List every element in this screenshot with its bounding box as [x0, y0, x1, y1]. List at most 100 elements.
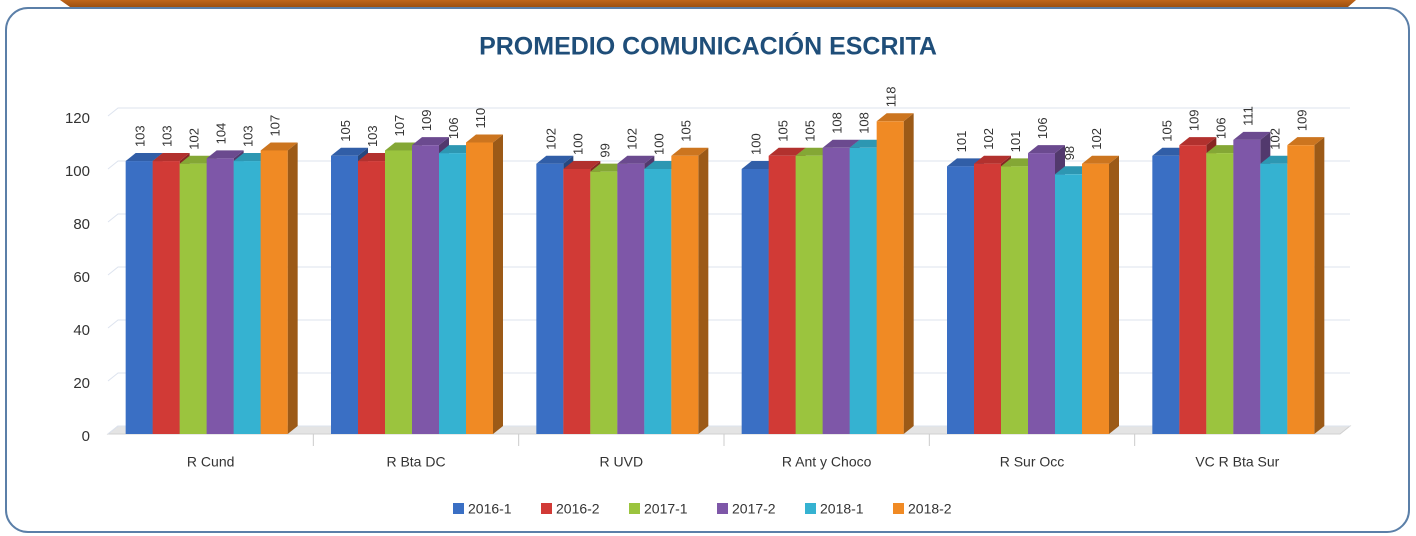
- legend-swatch: [453, 503, 464, 514]
- bar-top: [466, 134, 503, 143]
- bar: [617, 163, 645, 434]
- data-label: 102: [543, 128, 558, 150]
- data-label: 109: [1294, 109, 1309, 131]
- y-tick-label: 40: [73, 322, 90, 339]
- bar-top: [1233, 131, 1271, 140]
- bar: [1028, 153, 1055, 434]
- bar-top: [125, 153, 163, 162]
- x-tick-label: R UVD: [600, 454, 644, 470]
- bar: [1233, 139, 1261, 434]
- bar: [331, 155, 358, 434]
- bar: [385, 150, 412, 434]
- data-label: 105: [678, 120, 693, 142]
- x-tick-label: VC R Bta Sur: [1195, 454, 1279, 470]
- bar-side: [903, 113, 914, 435]
- data-label: 100: [749, 133, 764, 155]
- bar-top: [974, 155, 1011, 164]
- grid-line: [107, 319, 1350, 329]
- x-tick-label: R Ant y Choco: [782, 454, 872, 470]
- grid-line: [107, 213, 1350, 223]
- legend-label: 2018-1: [820, 501, 864, 517]
- data-label: 107: [392, 115, 407, 137]
- data-label: 107: [268, 115, 283, 137]
- data-label: 106: [446, 117, 461, 139]
- bar: [768, 155, 796, 434]
- data-label: 102: [981, 128, 996, 150]
- bar-top: [768, 147, 806, 156]
- bar-side: [1109, 155, 1119, 434]
- bar: [590, 171, 618, 434]
- data-label: 101: [1008, 131, 1023, 153]
- bar: [974, 163, 1001, 434]
- bar-top: [412, 137, 449, 146]
- data-label: 105: [776, 120, 791, 142]
- data-label: 109: [419, 109, 434, 131]
- grid-line: [107, 425, 1350, 435]
- x-tick-label: R Bta DC: [386, 454, 445, 470]
- bar: [947, 166, 974, 434]
- bar-top: [617, 155, 655, 164]
- y-tick-label: 60: [73, 269, 90, 286]
- bar-side: [1314, 137, 1325, 434]
- data-label: 106: [1213, 117, 1228, 139]
- data-label: 105: [803, 120, 818, 142]
- data-label: 103: [365, 125, 380, 147]
- bar-top: [536, 155, 574, 164]
- bar-side: [698, 147, 709, 434]
- y-tick-label: 80: [73, 216, 90, 233]
- bar: [260, 150, 288, 434]
- bar: [849, 147, 877, 435]
- bar-side: [493, 134, 503, 434]
- data-label: 102: [187, 128, 202, 150]
- bar: [644, 169, 672, 434]
- bar: [179, 163, 207, 434]
- bar: [233, 161, 261, 435]
- legend-swatch: [805, 503, 816, 514]
- bar: [1179, 145, 1207, 434]
- bar: [439, 153, 466, 434]
- y-tick-label: 120: [65, 110, 90, 127]
- data-label: 105: [338, 120, 353, 142]
- bar: [152, 161, 180, 435]
- legend-label: 2016-1: [468, 501, 512, 517]
- bar-top: [331, 147, 368, 156]
- legend-swatch: [893, 503, 904, 514]
- data-label: 100: [651, 133, 666, 155]
- x-tick-label: R Cund: [187, 454, 234, 470]
- data-label: 118: [884, 87, 899, 108]
- legend-label: 2018-2: [908, 501, 952, 517]
- data-label: 110: [473, 108, 488, 129]
- x-tick-label: R Sur Occ: [1000, 454, 1065, 470]
- bar: [1152, 155, 1180, 434]
- data-label: 102: [1089, 128, 1104, 150]
- bar-top: [1028, 145, 1065, 154]
- bar: [563, 169, 591, 434]
- bar: [671, 155, 699, 434]
- bar: [1055, 174, 1082, 435]
- grid-line: [107, 107, 1350, 117]
- bar-top: [671, 147, 709, 156]
- data-label: 104: [214, 123, 229, 145]
- bar: [412, 145, 439, 434]
- bar: [1082, 163, 1109, 434]
- legend-label: 2016-2: [556, 501, 600, 517]
- bar: [795, 155, 823, 434]
- bar: [125, 161, 153, 435]
- bar: [1260, 163, 1288, 434]
- legend-label: 2017-1: [644, 501, 688, 517]
- data-label: 103: [133, 125, 148, 147]
- y-tick-label: 0: [82, 428, 90, 445]
- bar-top: [206, 150, 244, 159]
- data-label: 102: [1267, 128, 1282, 150]
- data-label: 111: [1240, 106, 1255, 126]
- grid-line: [107, 160, 1350, 170]
- bar: [741, 169, 769, 434]
- bar-top: [822, 139, 860, 148]
- y-tick-label: 20: [73, 375, 90, 392]
- bar-top: [152, 153, 190, 162]
- data-label: 98: [1062, 146, 1077, 160]
- legend-swatch: [541, 503, 552, 514]
- bar-top: [1082, 155, 1119, 164]
